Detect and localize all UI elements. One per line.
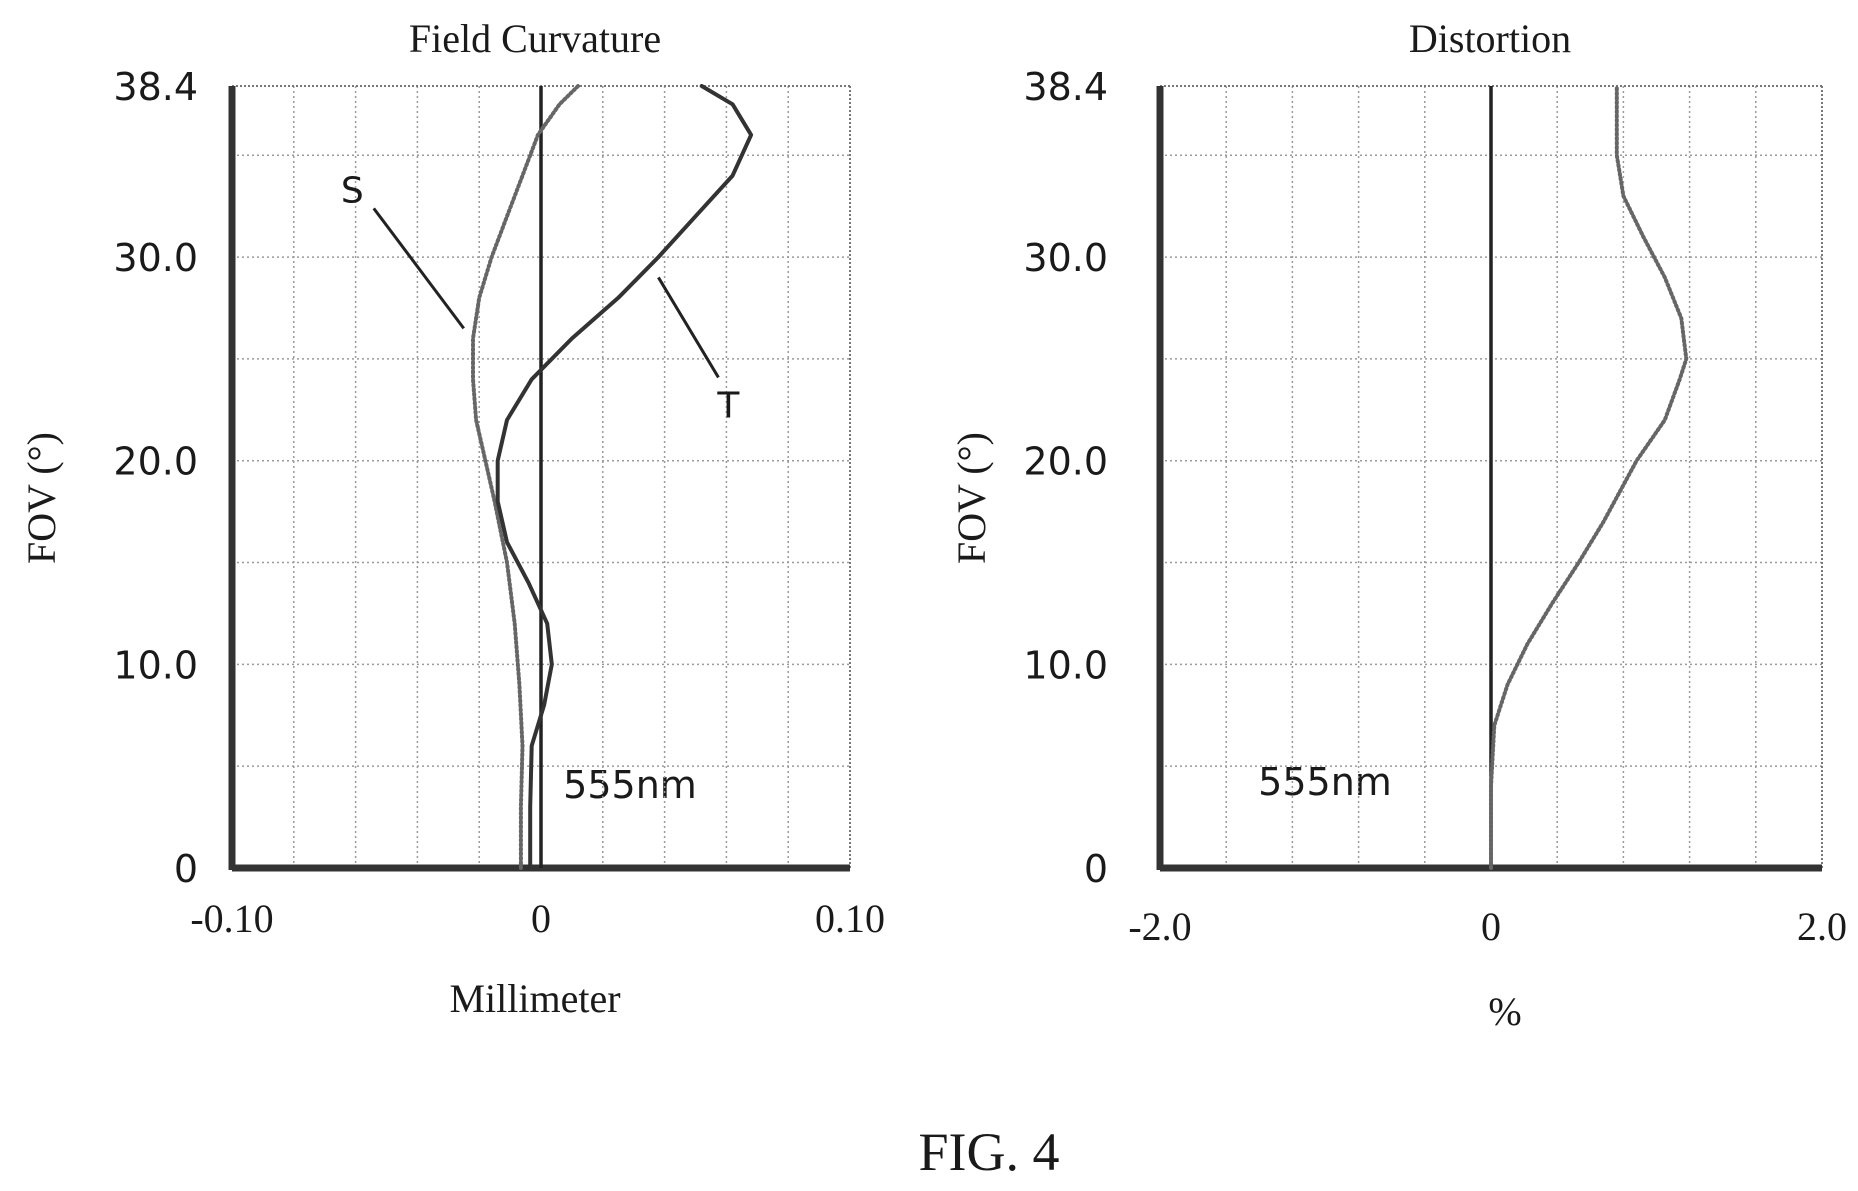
distortion-y-tick-label: 20.0 (1023, 440, 1108, 484)
field-curvature-y-tick-label: 38.4 (113, 65, 198, 109)
field-curvature-series-label-leader (372, 207, 465, 330)
field-curvature-title: Field Curvature (409, 16, 661, 61)
field-curvature-series-label-leader (657, 276, 720, 379)
distortion-x-tick-label: 0 (1481, 904, 1501, 949)
field-curvature-xlabel: Millimeter (449, 976, 620, 1021)
field-curvature-wavelength-label: 555nm (563, 763, 697, 807)
distortion-ylabel: FOV (°) (949, 432, 994, 564)
distortion-x-tick-label: -2.0 (1128, 904, 1191, 949)
field-curvature-y-tick-label: 10.0 (113, 643, 198, 687)
field-curvature-x-tick-label: 0.10 (815, 896, 885, 941)
field-curvature-series-s (471, 84, 581, 870)
distortion-wavelength-label: 555nm (1258, 760, 1392, 804)
field-curvature-ylabel: FOV (°) (19, 432, 64, 564)
field-curvature-grid (232, 85, 851, 868)
field-curvature-x-tick-label: -0.10 (190, 896, 273, 941)
field-curvature-series-t (495, 84, 754, 870)
field-curvature-chart: Field Curvature Millimeter FOV (°) 555nm… (19, 16, 885, 1021)
field-curvature-series-label-s: S (341, 170, 364, 211)
distortion-xlabel: % (1488, 989, 1521, 1034)
distortion-y-tick-label: 10.0 (1023, 643, 1108, 687)
field-curvature-y-tick-label: 30.0 (113, 236, 198, 280)
distortion-y-tick-label: 0 (1084, 847, 1108, 891)
field-curvature-series-label-t: T (716, 385, 740, 426)
distortion-series-line (1489, 84, 1689, 870)
distortion-y-tick-label: 38.4 (1023, 65, 1108, 109)
distortion-y-tick-label: 30.0 (1023, 236, 1108, 280)
distortion-title: Distortion (1409, 16, 1571, 61)
field-curvature-y-tick-label: 0 (174, 847, 198, 891)
figure-label: FIG. 4 (918, 1122, 1059, 1182)
distortion-x-tick-label: 2.0 (1797, 904, 1847, 949)
field-curvature-x-tick-label: 0 (531, 896, 551, 941)
distortion-chart: Distortion % FOV (°) 555nm 0 10.0 20.0 30.0… (949, 16, 1847, 1034)
field-curvature-y-tick-label: 20.0 (113, 440, 198, 484)
